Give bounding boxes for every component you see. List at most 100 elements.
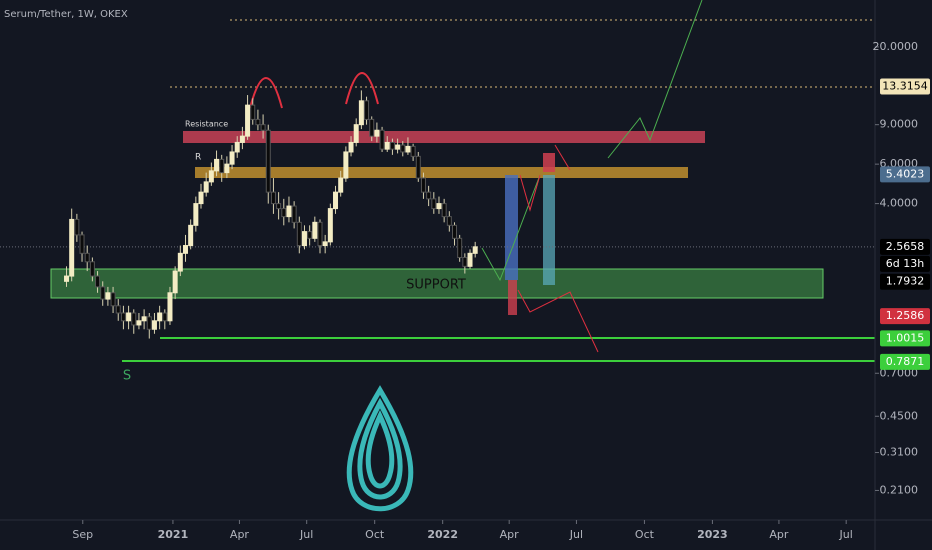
price-label: 0.7871 (886, 355, 925, 368)
x-tick-label: 2023 (697, 528, 728, 541)
candle-body (270, 191, 276, 205)
candle-body (219, 158, 225, 174)
candle-body (426, 191, 432, 200)
candle-body (69, 218, 75, 277)
candle-body (301, 231, 307, 247)
head-arc (249, 77, 283, 109)
candle-body (317, 221, 323, 247)
position-box (543, 153, 555, 172)
candle-body (177, 252, 183, 272)
candle-body (172, 270, 178, 294)
candle-body (95, 275, 101, 288)
r-zone (195, 167, 688, 178)
candle-body (431, 198, 437, 210)
candle-body (446, 216, 452, 226)
y-tick-label: 20.0000 (873, 40, 919, 53)
candle-body (115, 305, 121, 314)
candle-body (208, 170, 214, 183)
candle-body (286, 205, 292, 218)
candle-body (84, 252, 90, 263)
x-tick-label: Sep (72, 528, 93, 541)
candle-body (141, 316, 147, 322)
plot (0, 90, 875, 339)
candle-body (245, 104, 251, 137)
y-tick-label: 0.4500 (880, 409, 919, 422)
candle-body (89, 261, 95, 277)
price-label: 1.0015 (886, 331, 925, 344)
candle-body (441, 203, 447, 218)
y-tick-label: 9.0000 (880, 118, 919, 131)
candle-body (415, 155, 421, 179)
annotation: R (195, 153, 201, 163)
x-tick-label: Jul (839, 528, 853, 541)
support-zone (50, 268, 824, 299)
candle-body (395, 144, 401, 150)
last-price-label: 2.5658 (886, 240, 925, 253)
projection-arrow (554, 144, 571, 171)
candle-body (157, 312, 163, 322)
y-tick-label: 4.0000 (880, 197, 919, 210)
price-label-box (880, 273, 930, 290)
price-label: 5.4023 (886, 167, 925, 180)
candle-body (188, 224, 194, 247)
candle-body (291, 205, 297, 223)
candle-body (410, 145, 416, 157)
annotation: SUPPORT (406, 278, 466, 293)
candle-body (182, 245, 188, 254)
candle-body (312, 221, 318, 239)
candle-body (131, 312, 137, 326)
candle-body (348, 141, 354, 153)
candle-body (333, 191, 339, 210)
candle-body (327, 208, 333, 243)
x-tick-label: Jul (299, 528, 313, 541)
price-label: 1.7932 (886, 275, 925, 288)
projection-arrow (517, 289, 599, 353)
candle-body (198, 191, 204, 205)
position-box (508, 280, 517, 315)
candle-body (307, 231, 313, 239)
price-label-box (880, 166, 930, 183)
price-label-box (880, 330, 930, 347)
candle-body (203, 181, 209, 193)
candle-body (462, 256, 468, 267)
candle-body (110, 292, 116, 307)
candle-body (389, 141, 395, 150)
candle-body (64, 275, 70, 282)
projection-arrow (519, 174, 541, 212)
candle-body (265, 129, 271, 193)
candle-body (353, 124, 359, 143)
x-tick-label: Jul (569, 528, 583, 541)
candle-body (260, 124, 266, 131)
candle-body (214, 158, 220, 172)
x-tick-label: Apr (769, 528, 789, 541)
price-label-box (880, 308, 930, 325)
y-tick-label: 0.2100 (880, 483, 919, 496)
projection-arrow (607, 0, 703, 159)
y-tick-label: 0.3100 (880, 446, 919, 459)
candle-body (296, 221, 302, 247)
x-tick-label: 2021 (158, 528, 189, 541)
x-tick-label: Oct (635, 528, 655, 541)
candle-body (358, 100, 364, 126)
x-tick-label: Apr (500, 528, 520, 541)
candle-body (472, 246, 478, 254)
annotation: S (123, 369, 131, 384)
price-label: 13.3154 (882, 80, 928, 93)
candle-body (229, 151, 235, 165)
candle-body (467, 252, 473, 267)
candle-body (162, 312, 168, 322)
x-tick-label: Apr (230, 528, 250, 541)
candle-body (120, 312, 126, 322)
countdown-label: 6d 13h (886, 257, 924, 270)
candle-body (379, 129, 385, 150)
candle-body (105, 292, 111, 300)
price-label: 1.2586 (886, 309, 925, 322)
candle-body (451, 224, 457, 239)
annotation: Resistance (185, 120, 228, 129)
candle-body (457, 237, 463, 258)
head-arc (345, 72, 379, 105)
candle-body (250, 104, 256, 120)
